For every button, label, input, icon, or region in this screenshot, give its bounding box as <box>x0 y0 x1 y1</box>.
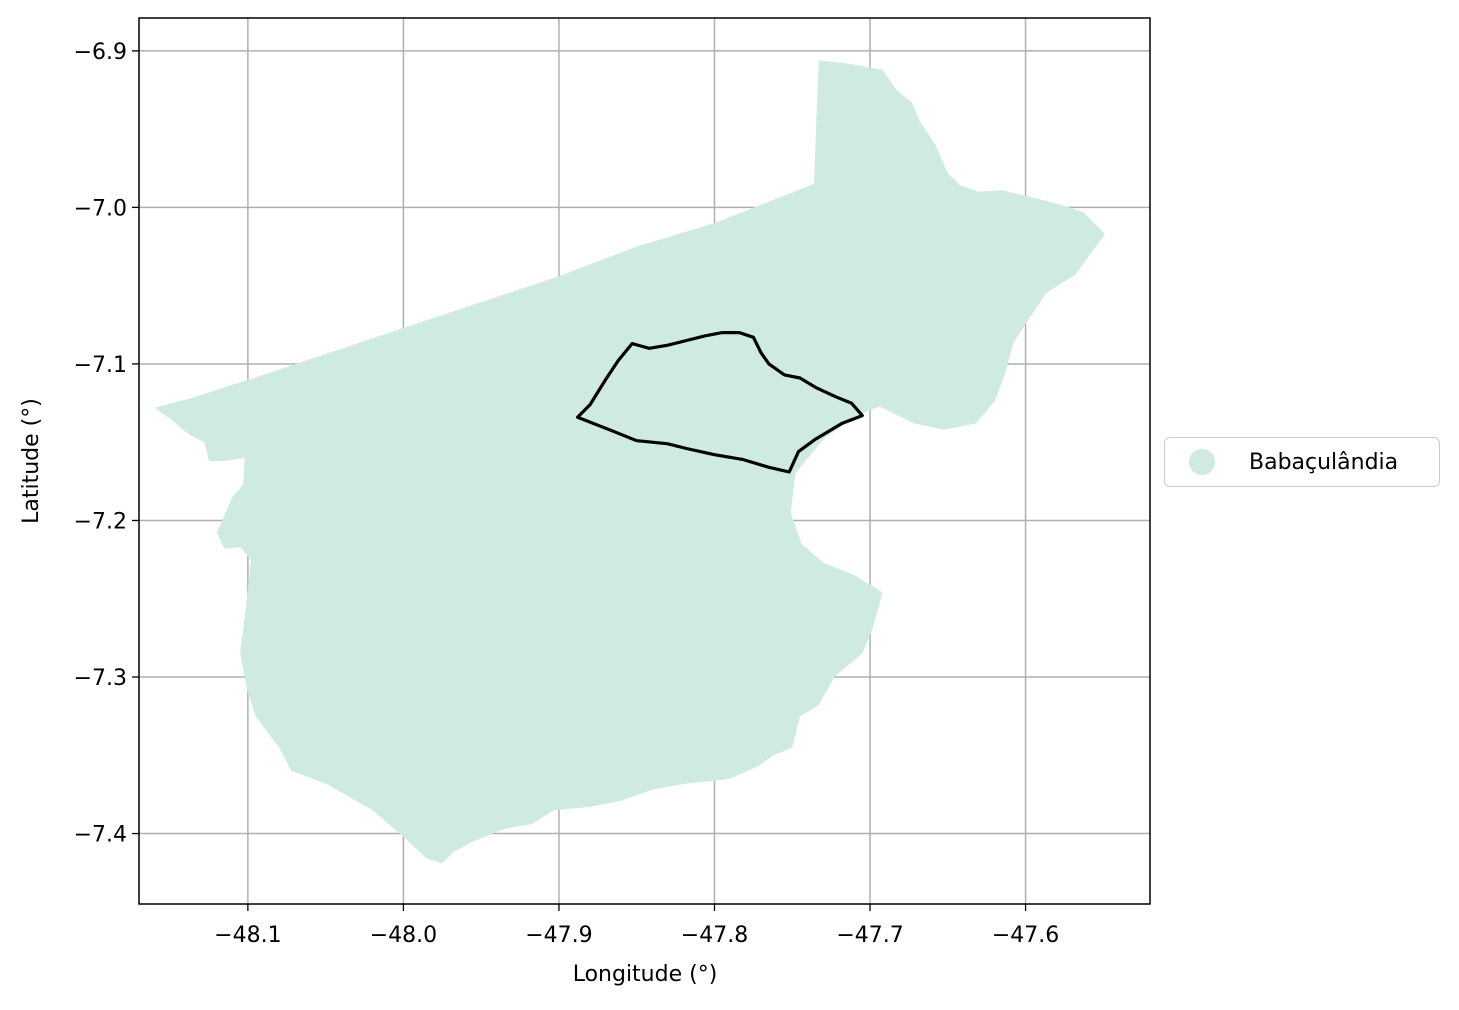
x-tick-label: −47.7 <box>836 923 903 948</box>
y-tick-label: −7.2 <box>74 509 127 534</box>
x-axis-ticks: −48.1 −48.0 −47.9 −47.8 −47.7 −47.6 <box>214 904 1059 948</box>
legend-label: Babaçulândia <box>1249 449 1399 475</box>
x-tick-label: −47.6 <box>992 923 1059 948</box>
x-tick-label: −47.9 <box>525 923 592 948</box>
region-babaculandia <box>154 60 1105 864</box>
y-axis-ticks: −6.9 −7.0 −7.1 −7.2 −7.3 −7.4 <box>74 40 139 848</box>
plot-frame <box>138 17 1151 905</box>
legend-marker-icon <box>1189 449 1215 475</box>
y-axis-label: Latitude (°) <box>19 398 44 524</box>
legend: Babaçulândia <box>1164 437 1440 487</box>
y-tick-label: −7.4 <box>74 823 127 848</box>
x-tick-label: −47.8 <box>681 923 748 948</box>
y-tick-label: −7.3 <box>74 666 127 691</box>
x-tick-label: −48.0 <box>370 923 437 948</box>
y-tick-label: −6.9 <box>74 40 127 65</box>
y-tick-label: −7.0 <box>74 196 127 221</box>
x-axis-label: Longitude (°) <box>573 962 718 987</box>
urban-area-outline <box>575 331 864 474</box>
x-tick-label: −48.1 <box>214 923 281 948</box>
y-tick-label: −7.1 <box>74 353 127 378</box>
map-regions <box>154 60 1105 864</box>
